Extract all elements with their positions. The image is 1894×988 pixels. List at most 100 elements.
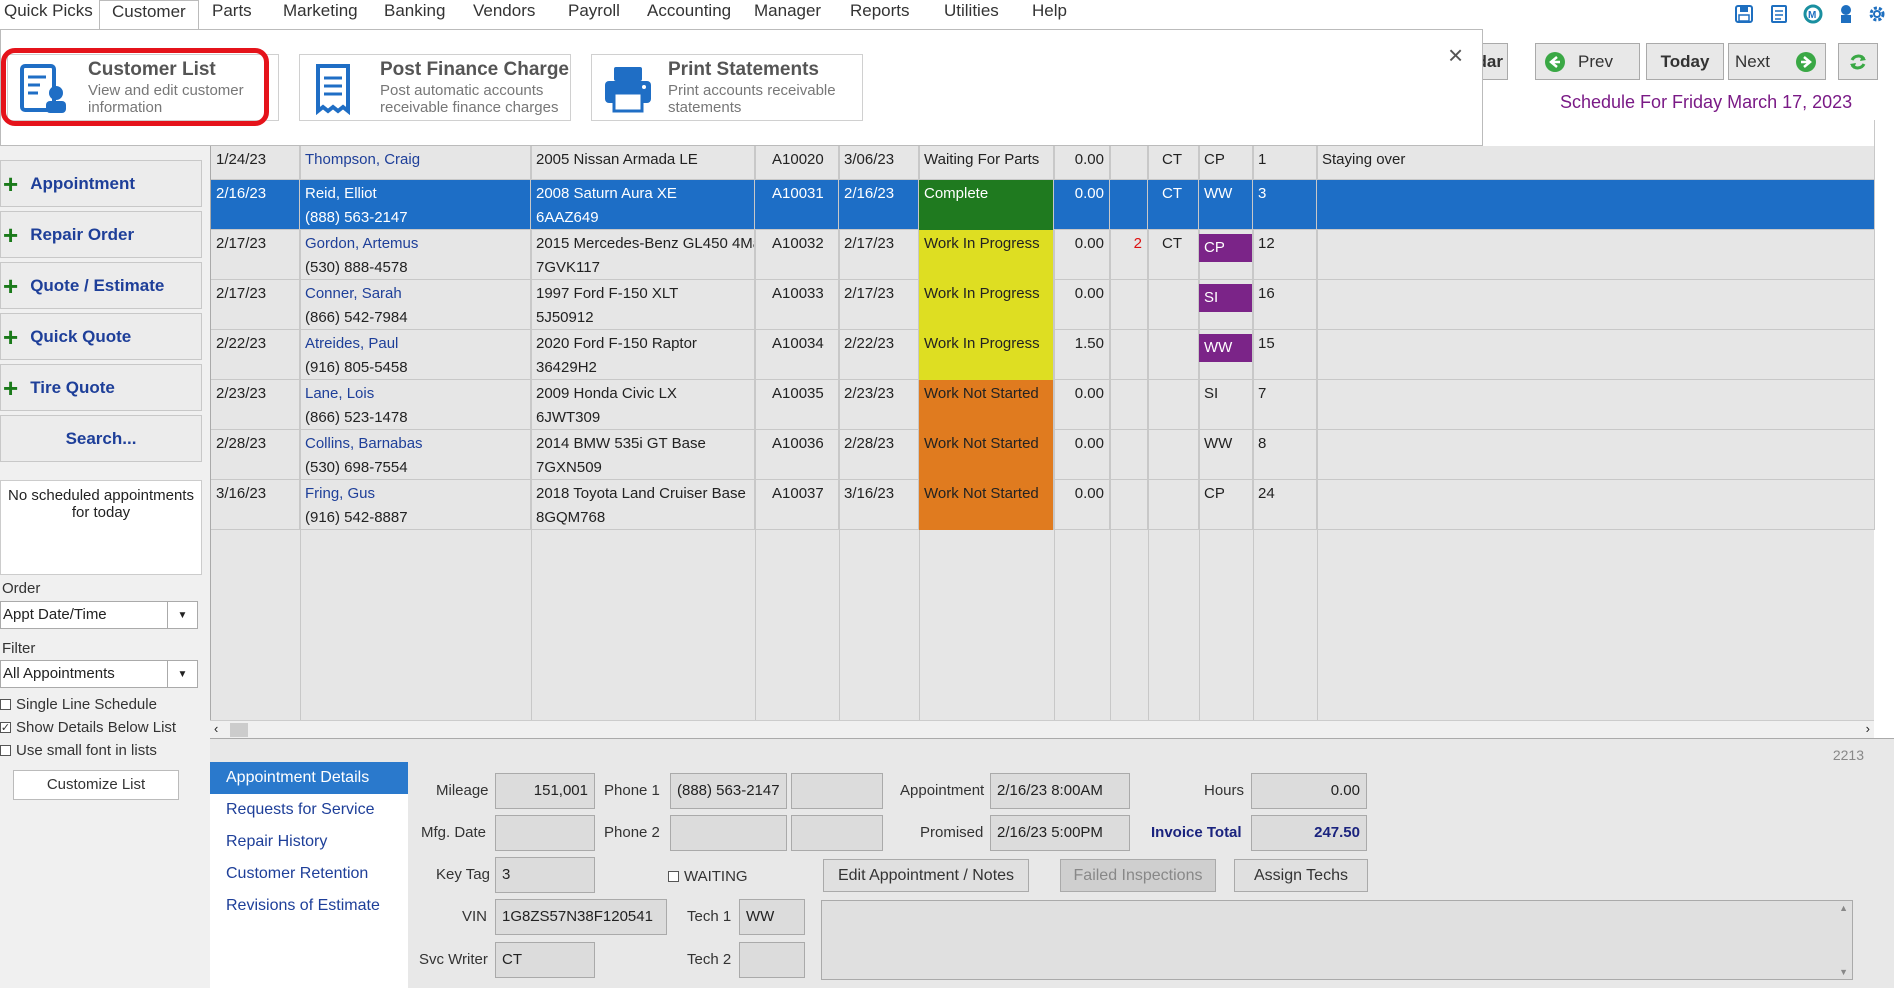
menu-manager[interactable]: Manager	[754, 1, 822, 20]
print-statements-button[interactable]: Print Statements Print accounts receivab…	[591, 54, 863, 121]
menu-accounting[interactable]: Accounting	[647, 1, 732, 20]
document-icon[interactable]	[1768, 3, 1790, 25]
scroll-down-icon[interactable]: ▼	[1839, 967, 1848, 977]
next-button[interactable]: Next	[1728, 43, 1826, 80]
key-tag-field[interactable]: 3	[495, 857, 595, 893]
calendar-button[interactable]: dar	[1477, 43, 1508, 80]
name-text[interactable]: Collins, Barnabas	[305, 435, 423, 452]
cell-status: Waiting For Parts	[919, 120, 1054, 180]
single-line-schedule-checkbox[interactable]: Single Line Schedule	[0, 696, 157, 713]
close-icon[interactable]: ×	[1448, 40, 1464, 70]
menu-help[interactable]: Help	[1032, 1, 1067, 20]
table-row[interactable]: 3/16/23 Fring, Gus (916) 542-8887 2018 Toyo…	[211, 480, 1875, 530]
table-row[interactable]: 2/22/23 Atreides, Paul (916) 805-5458 2020 …	[211, 330, 1875, 380]
tab-revisions-of-estimate[interactable]: Revisions of Estimate	[226, 897, 380, 914]
customer-ribbon-dropdown: Customer List View and edit customer inf…	[0, 29, 1483, 146]
svg-text:M: M	[1808, 10, 1816, 21]
phone2-ext-field[interactable]	[791, 815, 883, 851]
name-text[interactable]: Lane, Lois	[305, 385, 375, 402]
waiting-checkbox[interactable]: WAITING	[668, 868, 748, 885]
customize-list-button[interactable]: Customize List	[13, 770, 179, 800]
refresh-button[interactable]	[1838, 43, 1878, 80]
edit-appointment-notes-button[interactable]: Edit Appointment / Notes	[823, 859, 1029, 892]
horizontal-scrollbar[interactable]: ‹ ›	[210, 720, 1874, 738]
amount-text: 0.00	[1074, 385, 1104, 402]
vehicle-text: 2015 Mercedes-Benz GL450 4Ma	[536, 235, 755, 252]
customer-list-button[interactable]: Customer List View and edit customer inf…	[7, 54, 279, 121]
new-quote-estimate-button[interactable]: + Quote / Estimate	[0, 262, 202, 309]
prev-button[interactable]: Prev	[1535, 43, 1640, 80]
search-button[interactable]: Search...	[0, 415, 202, 462]
svc-writer-field[interactable]: CT	[495, 942, 595, 978]
table-row[interactable]: 2/17/23 Conner, Sarah (866) 542-7984 1997 F…	[211, 280, 1875, 330]
menu-banking[interactable]: Banking	[384, 1, 446, 20]
tab-customer-retention[interactable]: Customer Retention	[226, 865, 369, 882]
order-select[interactable]: Appt Date/Time ▼	[0, 601, 198, 629]
num-text: 16	[1258, 285, 1275, 302]
phone1-field[interactable]: (888) 563-2147	[670, 773, 787, 809]
name-text[interactable]: Gordon, Artemus	[305, 235, 419, 252]
vin-field[interactable]: 1G8ZS57N38F120541	[495, 899, 667, 935]
m-logo-icon[interactable]: M	[1802, 3, 1824, 25]
mileage-field[interactable]: 151,001	[495, 773, 595, 809]
appointment-field[interactable]: 2/16/23 8:00AM	[990, 773, 1130, 809]
notes-textarea[interactable]: ▲ ▼	[821, 900, 1853, 980]
assign-techs-button[interactable]: Assign Techs	[1234, 859, 1368, 892]
new-tire-quote-button[interactable]: + Tire Quote	[0, 364, 202, 411]
phone1-ext-field[interactable]	[791, 773, 883, 809]
today-button[interactable]: Today	[1646, 43, 1724, 80]
post-finance-charge-desc: Post automatic accounts	[380, 82, 544, 99]
name-text[interactable]: Atreides, Paul	[305, 335, 399, 352]
post-finance-charge-button[interactable]: Post Finance Charge Post automatic accou…	[299, 54, 571, 121]
hours-field[interactable]: 0.00	[1251, 773, 1367, 809]
table-row[interactable]: 2/28/23 Collins, Barnabas (530) 698-7554 20…	[211, 430, 1875, 480]
name-text[interactable]: Conner, Sarah	[305, 285, 402, 302]
scroll-left-icon[interactable]: ‹	[214, 721, 219, 736]
tab-requests-for-service[interactable]: Requests for Service	[226, 801, 375, 818]
new-repair-order-button[interactable]: + Repair Order	[0, 211, 202, 258]
tab-appointment-details[interactable]: Appointment Details	[210, 762, 408, 794]
scroll-right-icon[interactable]: ›	[1865, 721, 1870, 736]
amount-text: 0.00	[1074, 285, 1104, 302]
menu-marketing[interactable]: Marketing	[283, 1, 358, 20]
menu-parts[interactable]: Parts	[212, 1, 252, 20]
table-row[interactable]: 2/17/23 Gordon, Artemus (530) 888-4578 2015…	[211, 230, 1875, 280]
table-row[interactable]: 1/24/23 Thompson, Craig 2005 Nissan Armada…	[211, 120, 1875, 180]
menu-payroll[interactable]: Payroll	[568, 1, 620, 20]
cell-date: 2/23/23	[211, 380, 300, 430]
writer-text: CT	[1162, 235, 1182, 252]
menu-reports[interactable]: Reports	[850, 1, 910, 20]
menu-quick-picks[interactable]: Quick Picks	[4, 1, 93, 20]
table-row[interactable]: 2/23/23 Lane, Lois (866) 523-1478 2009 Hond…	[211, 380, 1875, 430]
cell-vehicle: 2005 Nissan Armada LE	[531, 120, 755, 180]
scroll-thumb[interactable]	[230, 723, 248, 737]
mfg-date-field[interactable]	[495, 815, 595, 851]
cell-writer	[1148, 280, 1199, 330]
phone2-field[interactable]	[670, 815, 787, 851]
name-text[interactable]: Thompson, Craig	[305, 151, 421, 168]
menu-vendors[interactable]: Vendors	[473, 1, 536, 20]
save-icon[interactable]	[1733, 3, 1755, 25]
filter-select[interactable]: All Appointments ▼	[0, 660, 198, 688]
new-quick-quote-button[interactable]: + Quick Quote	[0, 313, 202, 360]
tech2-field[interactable]	[739, 942, 805, 978]
failed-inspections-button[interactable]: Failed Inspections	[1060, 859, 1216, 892]
menu-customer[interactable]: Customer	[99, 0, 199, 31]
tech1-field[interactable]: WW	[739, 899, 805, 935]
show-details-checkbox[interactable]: ✓ Show Details Below List	[0, 719, 177, 736]
user-icon[interactable]	[1835, 3, 1857, 25]
name-text[interactable]: Reid, Elliot	[305, 185, 377, 202]
new-appointment-button[interactable]: + Appointment	[0, 160, 202, 207]
tab-repair-history[interactable]: Repair History	[226, 833, 328, 850]
name-text[interactable]: Fring, Gus	[305, 485, 376, 502]
vehicle-text: 2009 Honda Civic LX	[536, 385, 677, 402]
gear-icon[interactable]	[1866, 3, 1888, 25]
table-row[interactable]: 2/16/23 Reid, Elliot (888) 563-2147 2008 Sa…	[211, 180, 1875, 230]
small-font-checkbox[interactable]: Use small font in lists	[0, 742, 157, 759]
scroll-up-icon[interactable]: ▲	[1839, 903, 1848, 913]
cell-ro: A10031	[755, 180, 839, 230]
menu-utilities[interactable]: Utilities	[944, 1, 999, 20]
cell-amount: 0.00	[1054, 430, 1110, 480]
vin-label: VIN	[462, 908, 488, 925]
promised-field[interactable]: 2/16/23 5:00PM	[990, 815, 1130, 851]
